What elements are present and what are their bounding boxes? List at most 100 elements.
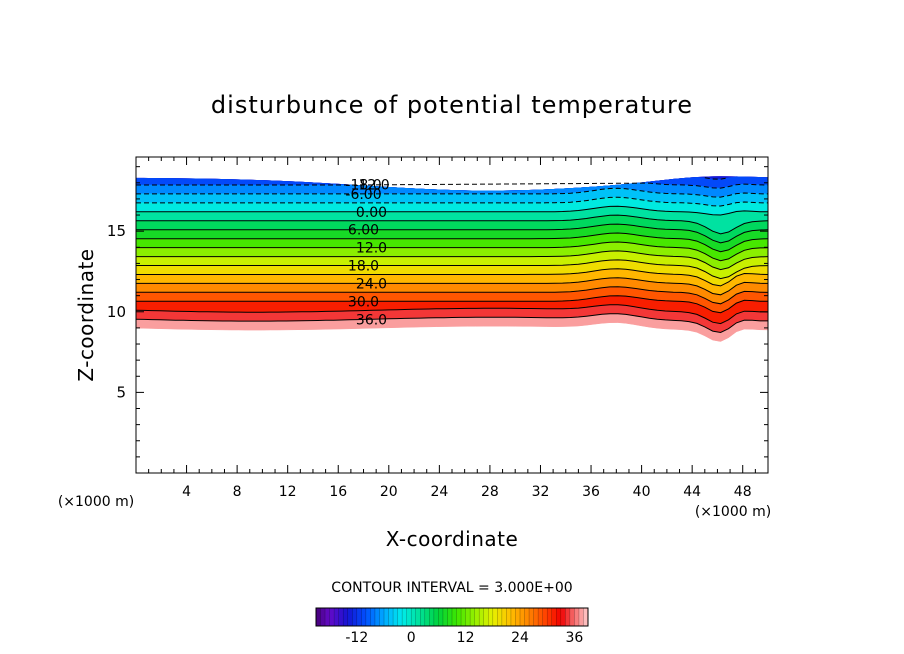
colorbar-cell [470, 608, 475, 626]
chart-title: disturbunce of potential temperature [211, 91, 693, 119]
colorbar-cell [329, 608, 335, 626]
contour-line [136, 241, 768, 262]
x-tick-label: 44 [683, 484, 701, 500]
y-tick-label: 10 [107, 303, 126, 321]
contour-line [136, 277, 768, 296]
colorbar-tick-label: 36 [565, 630, 583, 646]
colorbar-cell [465, 608, 471, 626]
colorbar-frame [315, 607, 589, 627]
colorbar-tick-label: 0 [407, 630, 416, 646]
colorbar-cell [356, 608, 362, 626]
colorbar-cell [456, 608, 462, 626]
colorbar [315, 607, 589, 627]
contour-line [136, 295, 768, 314]
colorbar-cell [316, 608, 321, 626]
x-tick-label: 20 [380, 484, 398, 500]
contour-line [136, 214, 768, 235]
x-axis-label: X-coordinate [386, 527, 519, 551]
colorbar-cell [533, 608, 539, 626]
contour-line [136, 259, 768, 280]
colorbar-cell [510, 608, 516, 626]
colorbar-cell [551, 608, 557, 626]
colorbar-cell [365, 608, 371, 626]
contour-line [136, 232, 768, 253]
colorbar-cell [429, 608, 435, 626]
colorbar-cell [343, 608, 349, 626]
contour-label: 30.0 [348, 294, 379, 310]
colorbar-cell [492, 608, 498, 626]
colorbar-cell [325, 608, 330, 626]
y-tick-label: 5 [116, 383, 126, 401]
colorbar-cell [406, 608, 412, 626]
colorbar-cell [501, 608, 507, 626]
contour-label: 18.0 [348, 259, 379, 275]
colorbar-cell [370, 608, 376, 626]
colorbar-cell [524, 608, 530, 626]
colorbar-cell [415, 608, 421, 626]
x-tick-label: 8 [233, 484, 242, 500]
y-axis-ticks: 5 10 15 [107, 166, 768, 458]
colorbar-cell [547, 608, 553, 626]
colorbar-cell [542, 608, 548, 626]
colorbar-cell [320, 608, 326, 626]
colorbar-cell [574, 608, 580, 626]
x-tick-label: 36 [582, 484, 600, 500]
colorbar-cell [384, 608, 389, 626]
colorbar-cell [538, 608, 543, 626]
colorbar-cell [352, 608, 358, 626]
colorbar-cell [452, 608, 457, 626]
colorbar-tick-label: 24 [511, 630, 529, 646]
contour-label: 36.0 [356, 312, 387, 328]
colorbar-cell [560, 608, 566, 626]
x-tick-label: 12 [279, 484, 297, 500]
x-axis-ticks: 4 8 12 16 20 24 28 32 36 40 44 48 [148, 157, 756, 500]
filled-contour-bands [136, 176, 768, 342]
colorbar-cell [411, 608, 417, 626]
colorbar-cell [583, 608, 589, 626]
colorbar-cell [497, 608, 503, 626]
colorbar-tick-label: -12 [345, 630, 368, 646]
colorbar-cell [578, 608, 584, 626]
x-tick-label: 40 [633, 484, 651, 500]
colorbar-cell [379, 608, 385, 626]
contour-label: -12.0 [353, 177, 389, 193]
contour-label: 24.0 [356, 276, 387, 292]
contour-line [136, 196, 768, 207]
colorbar-cell [506, 608, 512, 626]
contour-line [136, 286, 768, 305]
contour-label: 12.0 [356, 241, 387, 257]
x-unit-left: (×1000 m) [58, 494, 134, 510]
contour-line [136, 268, 768, 287]
colorbar-cell [447, 608, 453, 626]
contour-label: 6.00 [348, 223, 379, 239]
colorbar-tick-labels: -12 0 12 24 36 [345, 630, 583, 646]
colorbar-cell [442, 608, 448, 626]
contour-labels: -18.0-12.0-6.00 0.00 6.00 12.0 18.024.0 30.0 3… [345, 177, 389, 328]
x-tick-label: 4 [182, 484, 191, 500]
colorbar-cell [488, 608, 494, 626]
contour-line [136, 250, 768, 271]
contour-line [136, 313, 768, 334]
contour-lines [136, 177, 768, 334]
colorbar-cell [520, 608, 525, 626]
x-tick-label: 32 [532, 484, 550, 500]
contour-line [136, 304, 768, 325]
colorbar-cell [388, 608, 394, 626]
x-unit-right: (×1000 m) [695, 504, 771, 520]
contour-line [136, 205, 768, 216]
y-axis-label: Z-coordinate [74, 248, 98, 381]
colorbar-cell [438, 608, 444, 626]
contour-line [136, 223, 768, 244]
colorbar-cell [461, 608, 466, 626]
contour-label: -18.0 [345, 177, 381, 193]
contour-interval-text: CONTOUR INTERVAL = 3.000E+00 [331, 580, 572, 596]
x-tick-label: 48 [734, 484, 752, 500]
colorbar-cell [393, 608, 398, 626]
contour-line [136, 182, 768, 189]
colorbar-cell [402, 608, 407, 626]
colorbar-cell [334, 608, 339, 626]
x-tick-label: 24 [430, 484, 448, 500]
colorbar-cell [556, 608, 562, 626]
contour-line [136, 187, 768, 198]
